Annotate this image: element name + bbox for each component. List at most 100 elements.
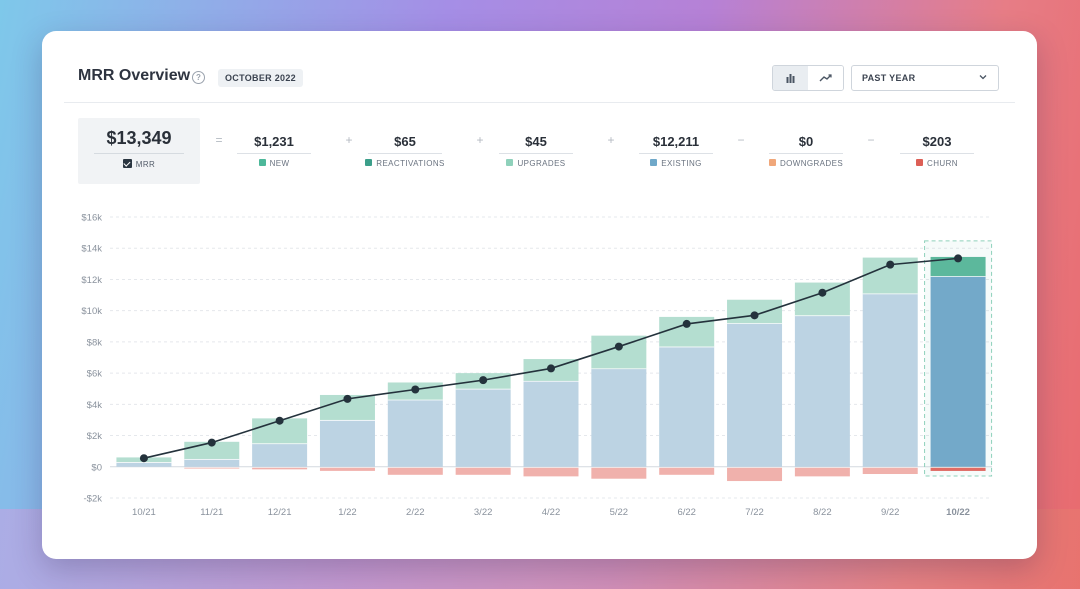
bar-churn[interactable] xyxy=(591,467,647,479)
y-tick-label: $0 xyxy=(91,462,102,473)
bar-existing[interactable] xyxy=(252,443,308,467)
mrr-point[interactable] xyxy=(886,260,895,269)
mrr-point[interactable] xyxy=(547,364,555,373)
metric-downgrades-value: $0 xyxy=(798,134,814,149)
line-view-button[interactable] xyxy=(808,66,843,90)
checkbox-icon[interactable] xyxy=(122,159,132,168)
metric-churn-label: CHURN xyxy=(882,159,992,168)
metric-upgrades-label-text: UPGRADES xyxy=(517,159,566,168)
date-range-label: PAST YEAR xyxy=(862,73,916,83)
mrr-total-rule xyxy=(94,153,184,154)
metric-existing-label-text: EXISTING xyxy=(661,159,702,168)
metric-rule xyxy=(769,153,843,154)
metric-churn-value: $203 xyxy=(922,134,952,149)
mrr-point[interactable] xyxy=(343,394,352,403)
mrr-total-box[interactable]: $13,349 MRR xyxy=(78,118,200,184)
mrr-point[interactable] xyxy=(614,342,623,351)
metric-new-label: NEW xyxy=(219,159,329,168)
x-tick-label: 8/22 xyxy=(813,507,832,518)
x-tick-label: 11/21 xyxy=(200,507,223,518)
mrr-point[interactable] xyxy=(479,376,488,385)
mrr-total-value: $13,349 xyxy=(106,128,172,148)
x-tick-label: 5/22 xyxy=(610,507,629,518)
bar-existing[interactable] xyxy=(455,388,511,467)
bar-existing[interactable] xyxy=(184,458,240,467)
bar-existing[interactable] xyxy=(862,293,918,467)
metric-upgrades-label: UPGRADES xyxy=(481,159,591,168)
mrr-point[interactable] xyxy=(139,454,148,463)
bar-churn[interactable] xyxy=(184,467,240,469)
x-tick-label: 3/22 xyxy=(474,507,493,518)
downgrades-swatch xyxy=(768,159,776,166)
mrr-point[interactable] xyxy=(682,319,691,328)
bar-existing[interactable] xyxy=(523,380,579,467)
bar-existing[interactable] xyxy=(591,368,647,467)
metric-reactivations-value: $65 xyxy=(394,134,416,149)
operator-plus-3: + xyxy=(607,133,615,147)
metric-rule xyxy=(639,153,713,154)
new-swatch xyxy=(258,159,266,166)
bar-existing[interactable] xyxy=(319,419,375,467)
metric-new-label-text: NEW xyxy=(269,159,290,168)
x-tick-label: 12/21 xyxy=(268,507,292,518)
date-range-select[interactable]: PAST YEAR xyxy=(851,65,999,91)
metric-reactivations-label: REACTIVATIONS xyxy=(350,159,460,168)
x-tick-label: 6/22 xyxy=(677,507,696,518)
x-tick-label: 10/21 xyxy=(132,507,156,518)
x-tick-label: 7/22 xyxy=(745,507,764,518)
metric-rule xyxy=(900,153,974,154)
card-header: MRR Overview ? OCTOBER 2022 PAST YEAR xyxy=(42,31,1037,103)
mrr-point[interactable] xyxy=(954,254,963,263)
bar-churn[interactable] xyxy=(727,467,783,482)
period-badge[interactable]: OCTOBER 2022 xyxy=(218,69,303,87)
help-icon[interactable]: ? xyxy=(192,71,205,84)
chevron-down-icon xyxy=(979,75,987,80)
bar-churn[interactable] xyxy=(523,467,579,477)
y-tick-label: $12k xyxy=(81,275,102,286)
bar-existing[interactable] xyxy=(659,346,715,467)
bar-chart-icon xyxy=(786,74,795,83)
chart-type-toggle xyxy=(772,65,844,91)
y-tick-label: $4k xyxy=(87,400,103,411)
bar-churn[interactable] xyxy=(319,467,375,471)
bar-existing[interactable] xyxy=(116,462,172,467)
mrr-card: MRR Overview ? OCTOBER 2022 PAST YEAR xyxy=(42,31,1037,559)
metric-downgrades-label: DOWNGRADES xyxy=(751,159,861,168)
bar-existing[interactable] xyxy=(930,276,986,467)
y-tick-label: -$2k xyxy=(84,494,103,505)
x-tick-label: 2/22 xyxy=(406,507,425,518)
bar-churn[interactable] xyxy=(794,467,850,477)
bar-churn[interactable] xyxy=(659,467,715,475)
metric-existing-value: $12,211 xyxy=(652,134,700,149)
mrr-bar-chart: -$2k $0 $2k $4k $6k $8k $10k $12k $14k $16k 10/21 1… xyxy=(81,213,993,518)
metric-rule xyxy=(368,153,442,154)
bar-churn[interactable] xyxy=(930,467,986,471)
bar-new[interactable] xyxy=(930,256,986,277)
existing-swatch xyxy=(650,159,658,166)
bar-existing[interactable] xyxy=(794,315,850,467)
operator-minus-1: − xyxy=(737,133,745,147)
mrr-point[interactable] xyxy=(275,416,284,425)
bar-churn[interactable] xyxy=(455,467,511,475)
bar-churn[interactable] xyxy=(252,467,308,470)
bar-churn[interactable] xyxy=(387,467,443,475)
metric-upgrades-value: $45 xyxy=(525,134,547,149)
operator-plus-1: + xyxy=(345,133,353,147)
churn-swatch xyxy=(916,159,924,166)
mrr-point[interactable] xyxy=(818,288,827,297)
y-tick-label: $14k xyxy=(81,244,102,255)
metric-new-value: $1,231 xyxy=(254,134,294,149)
bar-existing[interactable] xyxy=(387,399,443,467)
y-tick-label: $16k xyxy=(81,213,102,224)
x-tick-label: 1/22 xyxy=(338,507,357,518)
metric-downgrades-label-text: DOWNGRADES xyxy=(779,159,844,168)
mrr-point[interactable] xyxy=(411,385,420,394)
operator-equals: = xyxy=(215,133,223,147)
x-tick-label: 10/22 xyxy=(946,507,970,518)
mrr-point[interactable] xyxy=(207,438,216,447)
metric-rule xyxy=(499,153,573,154)
bar-existing[interactable] xyxy=(727,323,783,467)
operator-plus-2: + xyxy=(476,133,484,147)
bar-churn[interactable] xyxy=(862,467,918,475)
mrr-point[interactable] xyxy=(750,311,759,320)
